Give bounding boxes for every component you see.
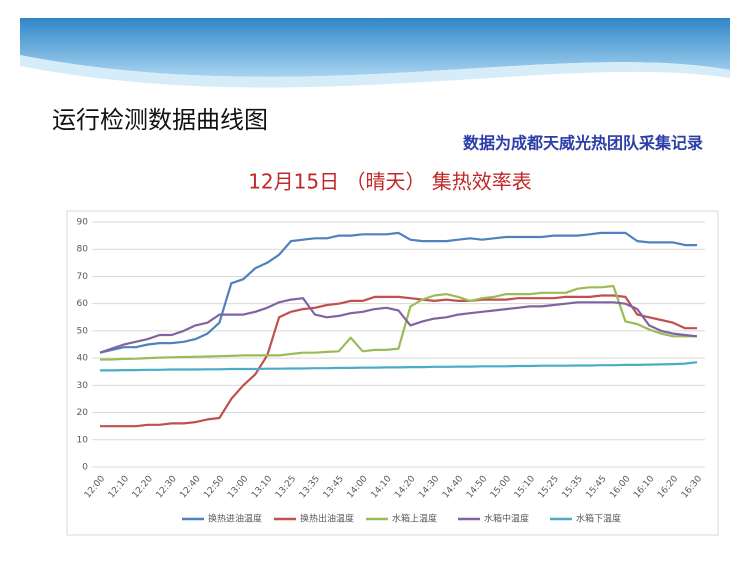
y-tick-label: 80: [77, 245, 89, 255]
y-tick-label: 0: [82, 463, 88, 473]
y-tick-label: 10: [77, 435, 89, 445]
y-tick-label: 50: [77, 326, 89, 336]
y-tick-label: 30: [77, 381, 89, 391]
y-tick-label: 60: [77, 299, 89, 309]
chart-frame: [66, 210, 719, 536]
slide-title: 运行检测数据曲线图: [52, 106, 268, 134]
header-wave: [20, 18, 730, 77]
legend-label: 水箱上温度: [392, 513, 437, 525]
legend-label: 换热进油温度: [208, 513, 262, 525]
y-tick-label: 40: [77, 354, 89, 364]
series-line: [100, 284, 697, 361]
series-line: [99, 297, 698, 354]
series-line: [99, 231, 697, 354]
header-wave-light: [20, 55, 730, 88]
series-line: [100, 361, 698, 372]
y-tick-label: 20: [77, 408, 89, 418]
legend-label: 水箱下温度: [576, 513, 621, 525]
legend-label: 水箱中温度: [484, 513, 529, 525]
legend-label: 换热出油温度: [300, 513, 354, 525]
chart-title: 12月15日 （晴天） 集热效率表: [248, 170, 532, 194]
y-tick-label: 70: [77, 272, 89, 282]
y-tick-label: 90: [77, 218, 89, 228]
series-line: [100, 294, 697, 428]
source-note: 数据为成都天威光热团队采集记录: [463, 134, 703, 153]
